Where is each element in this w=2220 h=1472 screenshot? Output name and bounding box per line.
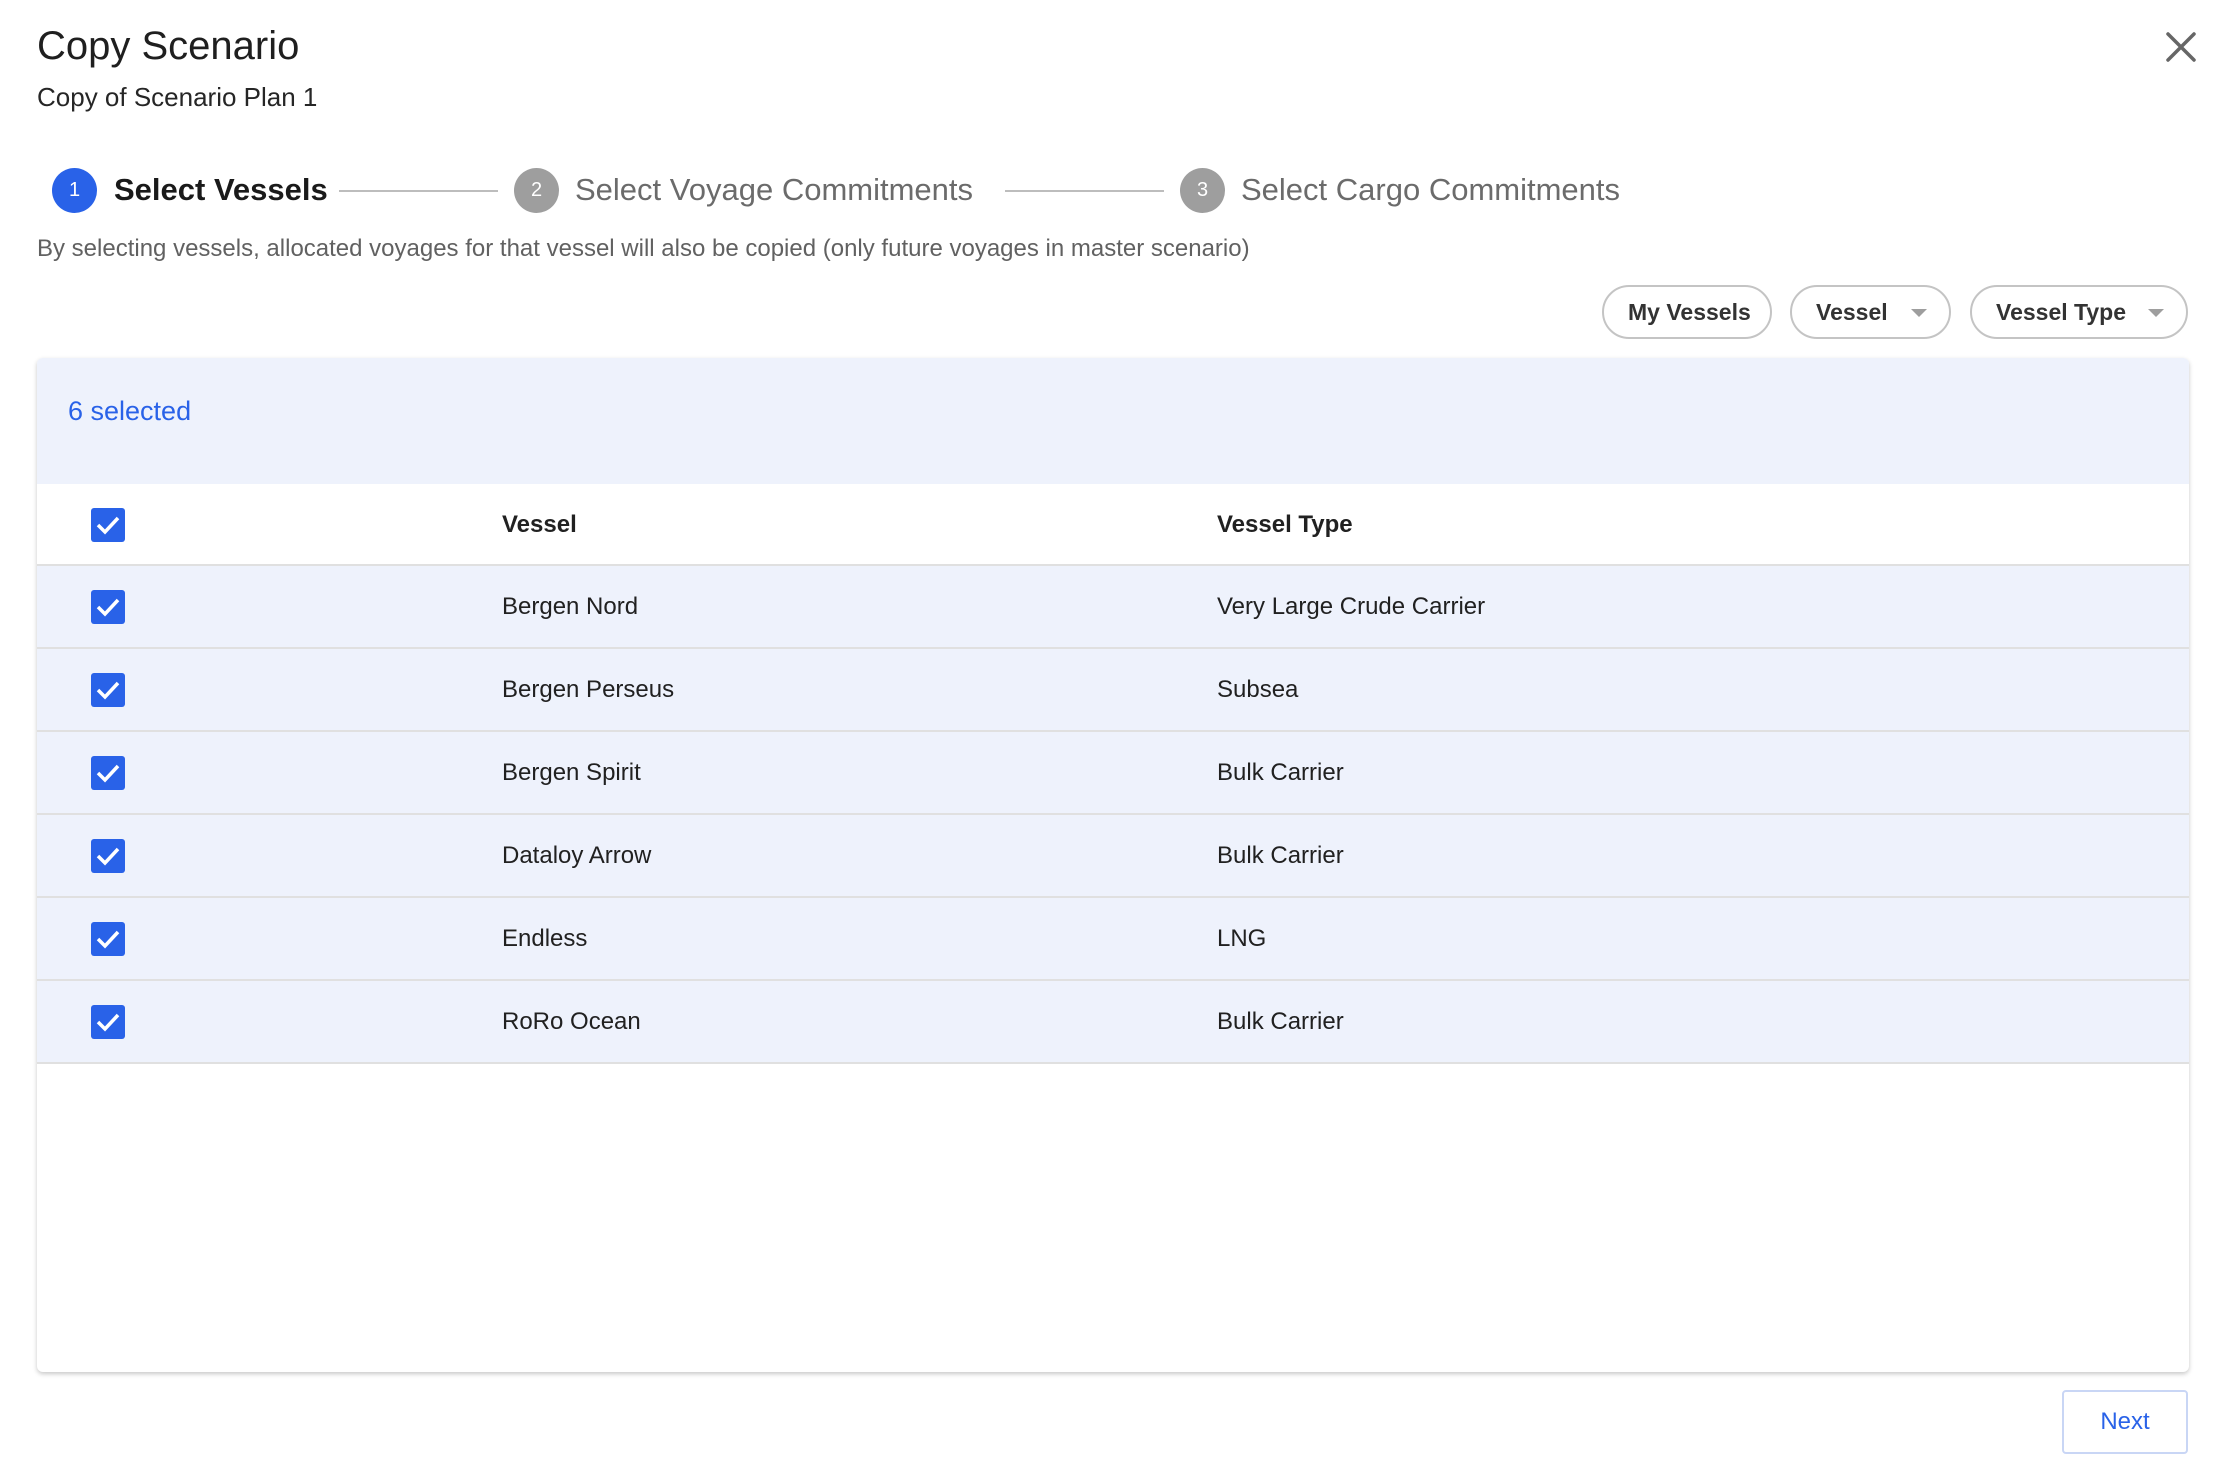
dialog-subtitle: Copy of Scenario Plan 1	[37, 82, 318, 112]
filter-vessel[interactable]: Vessel	[1790, 285, 1951, 339]
vessel-table: 6 selected Vessel Vessel Type Bergen Nor…	[37, 358, 2189, 1372]
column-header-vessel[interactable]: Vessel	[502, 511, 577, 538]
caret-down-icon	[1911, 309, 1927, 317]
row-checkbox[interactable]	[91, 756, 125, 790]
check-icon	[96, 930, 120, 949]
table-row[interactable]: Dataloy Arrow Bulk Carrier	[37, 815, 2189, 898]
step-2-label[interactable]: Select Voyage Commitments	[575, 172, 974, 207]
check-icon	[96, 598, 120, 617]
close-icon	[2166, 32, 2196, 62]
step-connector	[1005, 190, 1164, 192]
table-row[interactable]: Bergen Nord Very Large Crude Carrier	[37, 566, 2189, 649]
column-header-vessel-type[interactable]: Vessel Type	[1217, 511, 1353, 538]
vessel-name: Dataloy Arrow	[502, 842, 652, 869]
filter-vessel-type[interactable]: Vessel Type	[1970, 285, 2188, 339]
vessel-name: Endless	[502, 925, 588, 952]
close-button[interactable]	[2163, 29, 2199, 65]
check-icon	[96, 847, 120, 866]
select-all-checkbox[interactable]	[91, 508, 125, 542]
next-button[interactable]: Next	[2062, 1390, 2188, 1454]
vessel-type: Very Large Crude Carrier	[1217, 593, 1486, 620]
step-connector	[339, 190, 498, 192]
step-3-label[interactable]: Select Cargo Commitments	[1241, 172, 1621, 207]
step-1-label[interactable]: Select Vessels	[114, 172, 328, 207]
filter-label: My Vessels	[1628, 298, 1751, 325]
vessel-name: Bergen Perseus	[502, 676, 675, 703]
step-3-circle: 3	[1180, 168, 1225, 213]
caret-down-icon	[2148, 309, 2164, 317]
vessel-name: Bergen Nord	[502, 593, 639, 620]
step-description: By selecting vessels, allocated voyages …	[37, 235, 1250, 262]
dialog-title: Copy Scenario	[37, 24, 300, 68]
row-checkbox[interactable]	[91, 839, 125, 873]
table-row[interactable]: Bergen Perseus Subsea	[37, 649, 2189, 732]
vessel-name: RoRo Ocean	[502, 1008, 641, 1035]
row-checkbox[interactable]	[91, 590, 125, 624]
selected-count: 6 selected	[68, 396, 192, 426]
selection-bar: 6 selected	[37, 358, 2189, 484]
vessel-name: Bergen Spirit	[502, 759, 641, 786]
vessel-type: Subsea	[1217, 676, 1299, 703]
filter-label: Vessel Type	[1996, 298, 2126, 325]
vessel-type: Bulk Carrier	[1217, 759, 1344, 786]
check-icon	[96, 516, 120, 535]
filter-my-vessels[interactable]: My Vessels	[1602, 285, 1772, 339]
table-row[interactable]: Endless LNG	[37, 898, 2189, 981]
filter-label: Vessel	[1816, 298, 1888, 325]
table-header: Vessel Vessel Type	[37, 484, 2189, 566]
row-checkbox[interactable]	[91, 922, 125, 956]
table-row[interactable]: RoRo Ocean Bulk Carrier	[37, 981, 2189, 1064]
table-row[interactable]: Bergen Spirit Bulk Carrier	[37, 732, 2189, 815]
check-icon	[96, 1013, 120, 1032]
vessel-type: Bulk Carrier	[1217, 1008, 1344, 1035]
row-checkbox[interactable]	[91, 673, 125, 707]
step-2-circle: 2	[514, 168, 559, 213]
check-icon	[96, 764, 120, 783]
vessel-type: Bulk Carrier	[1217, 842, 1344, 869]
row-checkbox[interactable]	[91, 1005, 125, 1039]
step-1-circle: 1	[52, 168, 97, 213]
vessel-type: LNG	[1217, 925, 1267, 952]
check-icon	[96, 681, 120, 700]
